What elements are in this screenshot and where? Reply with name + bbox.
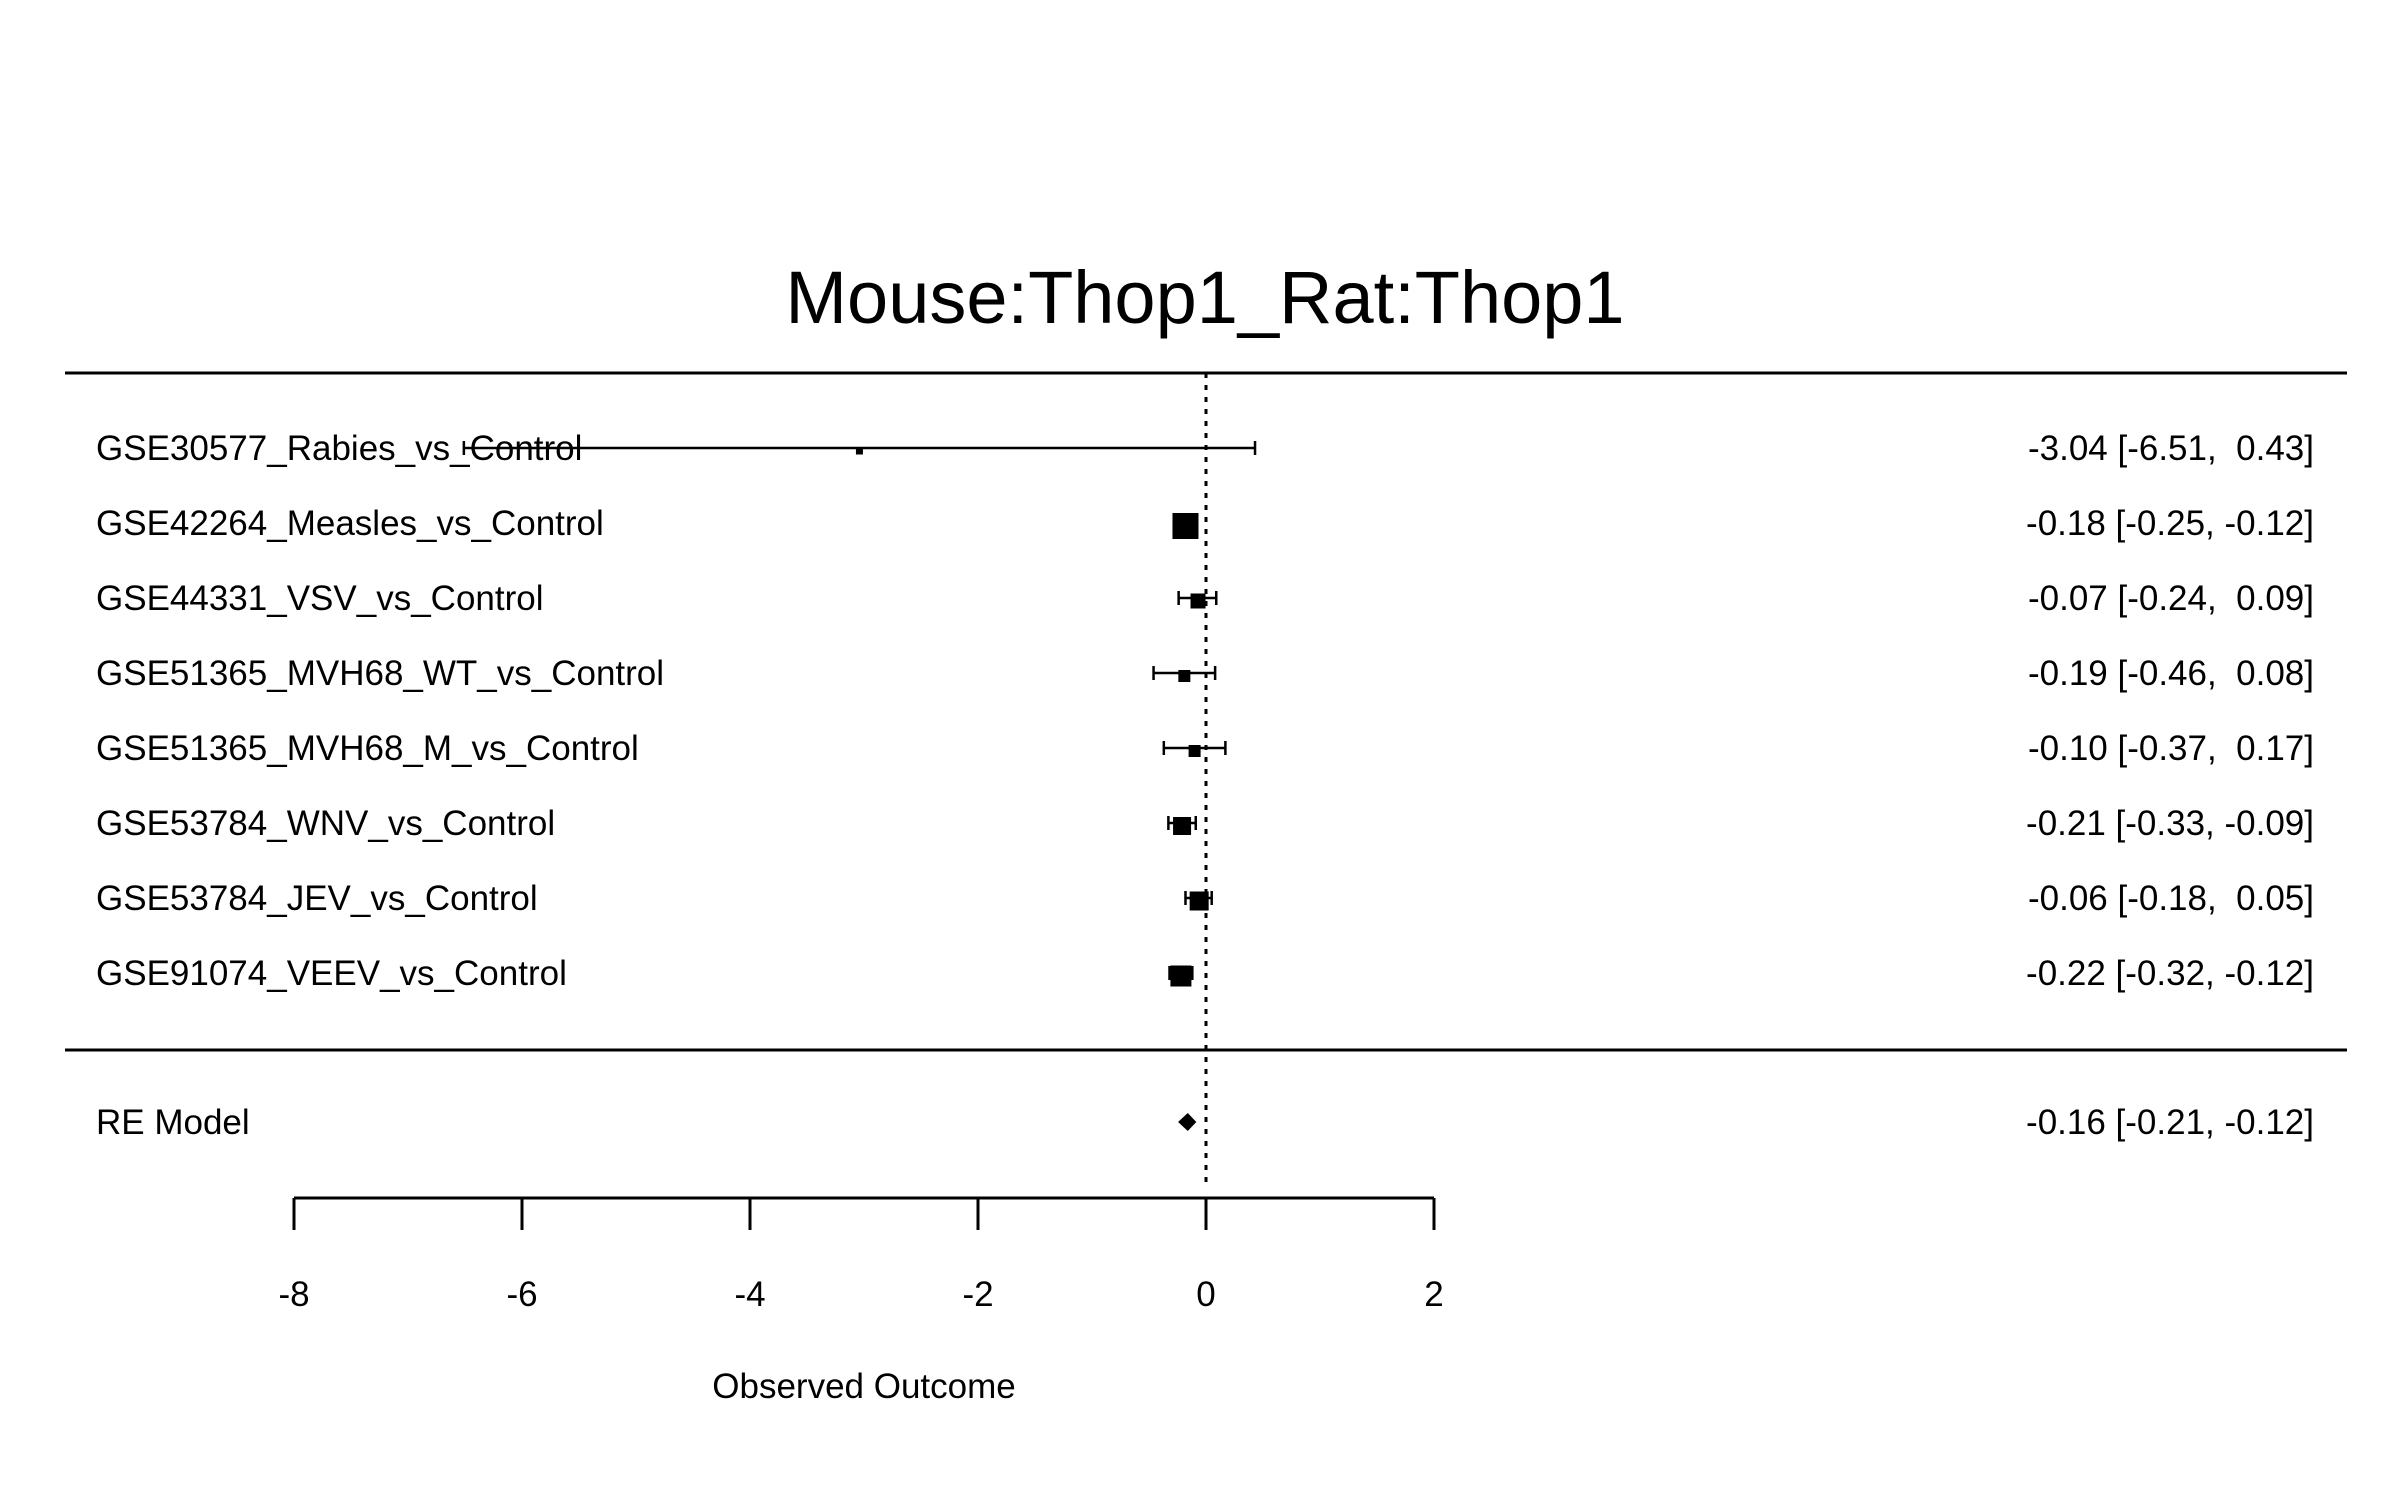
x-axis: -8 -6 -4 -2 0 2 [278, 1196, 1444, 1314]
ci-text: -0.19 [-0.46, 0.08] [2028, 654, 2314, 693]
point-estimate [1190, 593, 1206, 609]
summary-ci-text: -0.16 [-0.21, -0.12] [2026, 1103, 2314, 1142]
point-estimate [1188, 745, 1201, 757]
ci-text: -0.07 [-0.24, 0.09] [2028, 579, 2314, 618]
point-estimate [1189, 891, 1209, 911]
point-estimate [1172, 513, 1199, 539]
study-row: GSE30577_Rabies_vs_Control -3.04 [-6.51, … [96, 429, 2314, 468]
study-row: GSE53784_WNV_vs_Control -0.21 [-0.33, -0.… [96, 804, 2314, 843]
ci-text: -0.18 [-0.25, -0.12] [2026, 504, 2314, 543]
x-tick-label: 0 [1196, 1275, 1215, 1314]
study-rows: GSE30577_Rabies_vs_Control -3.04 [-6.51, … [96, 429, 2314, 993]
study-label: GSE91074_VEEV_vs_Control [96, 954, 567, 993]
study-label: GSE42264_Measles_vs_Control [96, 504, 604, 543]
point-estimate [1170, 965, 1192, 987]
study-row: GSE91074_VEEV_vs_Control -0.22 [-0.32, -0… [96, 954, 2314, 993]
ci-text: -3.04 [-6.51, 0.43] [2028, 429, 2314, 468]
study-row: GSE51365_MVH68_WT_vs_Control -0.19 [-0.46… [96, 654, 2314, 693]
study-label: GSE44331_VSV_vs_Control [96, 579, 544, 618]
ci-text: -0.06 [-0.18, 0.05] [2028, 879, 2314, 918]
chart-title: Mouse:Thop1_Rat:Thop1 [785, 256, 1624, 339]
study-label: GSE51365_MVH68_M_vs_Control [96, 729, 639, 768]
study-row: GSE51365_MVH68_M_vs_Control -0.10 [-0.37,… [96, 729, 2314, 768]
point-estimate [1178, 670, 1191, 682]
point-estimate [855, 447, 863, 455]
ci-text: -0.10 [-0.37, 0.17] [2028, 729, 2314, 768]
study-label: GSE51365_MVH68_WT_vs_Control [96, 654, 664, 693]
study-row: GSE44331_VSV_vs_Control -0.07 [-0.24, 0.0… [96, 579, 2314, 618]
ci-text: -0.22 [-0.32, -0.12] [2026, 954, 2314, 993]
x-tick-label: -2 [962, 1275, 993, 1314]
summary-diamond [1178, 1113, 1197, 1131]
summary-label: RE Model [96, 1103, 250, 1142]
x-tick-label: -8 [278, 1275, 309, 1314]
x-tick-label: -6 [506, 1275, 537, 1314]
summary-row: RE Model -0.16 [-0.21, -0.12] [96, 1103, 2314, 1142]
x-tick-label: -4 [734, 1275, 765, 1314]
study-row: GSE53784_JEV_vs_Control -0.06 [-0.18, 0.0… [96, 879, 2314, 918]
point-estimate [1173, 817, 1192, 835]
study-label: GSE53784_WNV_vs_Control [96, 804, 555, 843]
study-label: GSE53784_JEV_vs_Control [96, 879, 538, 918]
x-tick-label: 2 [1424, 1275, 1443, 1314]
ci-text: -0.21 [-0.33, -0.09] [2026, 804, 2314, 843]
study-row: GSE42264_Measles_vs_Control -0.18 [-0.25,… [96, 504, 2314, 543]
x-axis-title: Observed Outcome [712, 1367, 1015, 1406]
